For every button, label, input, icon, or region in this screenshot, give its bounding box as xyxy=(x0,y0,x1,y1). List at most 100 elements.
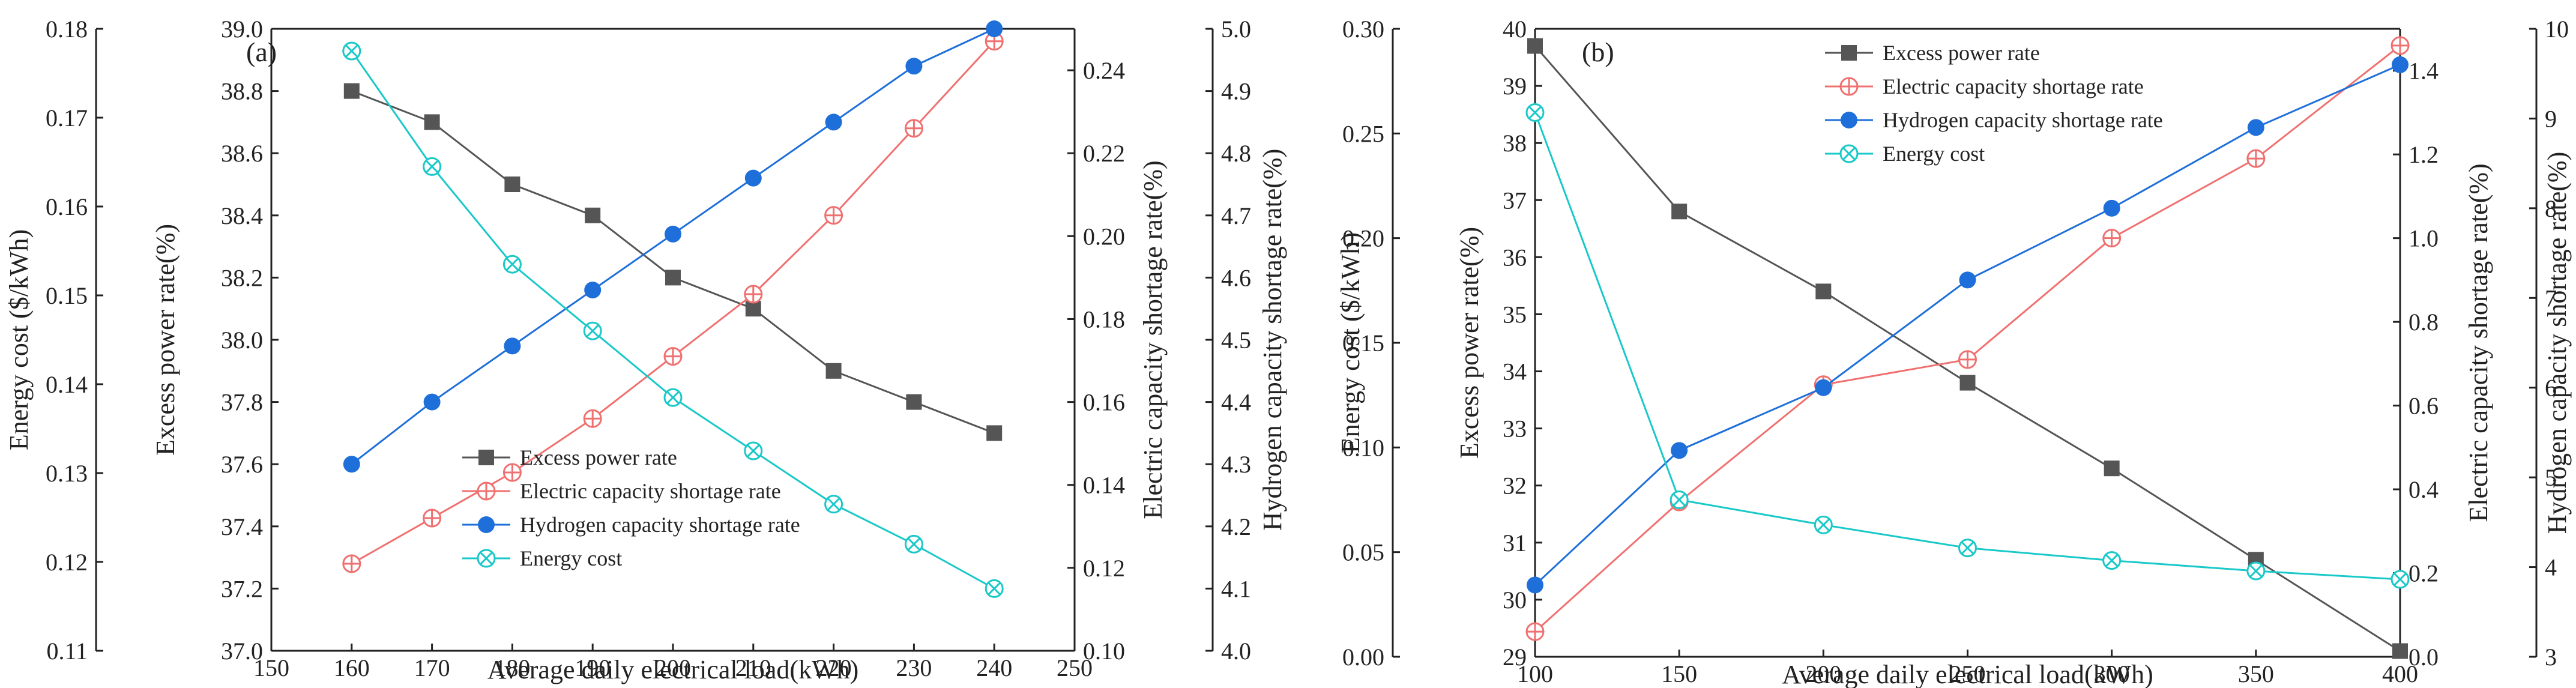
data-point xyxy=(583,409,602,428)
hydro-tick-label: 5 xyxy=(2545,464,2557,491)
excess-tick-label: 38 xyxy=(1503,130,1527,157)
hydro-tick-label: 4.4 xyxy=(1221,389,1251,416)
excess-tick-label: 37.2 xyxy=(221,575,263,602)
marker-d2 xyxy=(2249,564,2263,578)
data-point xyxy=(424,114,440,130)
data-point xyxy=(1959,271,1976,289)
data-point xyxy=(2246,561,2266,581)
marker-d2 xyxy=(2394,573,2407,586)
elec-tick-label: 0.22 xyxy=(1083,140,1125,167)
data-point xyxy=(904,534,923,554)
cost-tick-label: 0.12 xyxy=(46,549,88,576)
data-point xyxy=(2392,56,2409,73)
marker-d2 xyxy=(907,537,921,551)
legend-label: Electric capacity shortage rate xyxy=(1883,74,2144,98)
cost-tick-label: 0.14 xyxy=(46,371,88,398)
excess-tick-label: 31 xyxy=(1503,530,1527,557)
legend-marker xyxy=(477,549,496,568)
marker-d2 xyxy=(586,324,600,338)
data-point xyxy=(343,456,360,473)
data-point xyxy=(665,225,681,243)
data-point xyxy=(2102,229,2122,248)
marker-d2 xyxy=(1961,541,1974,555)
x-tick-label: 200 xyxy=(655,654,691,681)
elec-tick-label: 0.12 xyxy=(1083,555,1125,582)
elec-tick-label: 0.8 xyxy=(2409,309,2439,336)
data-point xyxy=(1958,539,1977,558)
data-point xyxy=(825,363,842,379)
data-point xyxy=(1815,283,1832,300)
data-point xyxy=(584,282,602,299)
data-point xyxy=(502,255,522,274)
data-point xyxy=(985,32,1004,51)
x-axis-title: Average daily electrical load(kWh) xyxy=(487,655,859,684)
excess-tick-label: 39 xyxy=(1503,73,1527,100)
marker-d2 xyxy=(425,160,439,174)
data-point xyxy=(2102,551,2122,570)
data-point xyxy=(744,169,762,187)
x-tick-label: 250 xyxy=(1057,654,1093,681)
marker-d2 xyxy=(1842,147,1856,160)
marker-d2 xyxy=(1673,493,1686,507)
x-tick-label: 190 xyxy=(575,654,611,681)
data-point xyxy=(986,425,1003,441)
elec-tick-label: 1.4 xyxy=(2409,58,2439,85)
legend-marker xyxy=(1841,45,1857,61)
excess-tick-label: 30 xyxy=(1503,587,1527,614)
panel-b: 100 150 200 250 300 350 400 Average daily elect… xyxy=(1336,16,2572,688)
cost-tick-label: 0.16 xyxy=(46,193,88,220)
legend-label: Excess power rate xyxy=(520,445,677,469)
data-point xyxy=(504,337,521,355)
data-point xyxy=(343,83,360,99)
series-line xyxy=(1534,45,2401,652)
data-point xyxy=(1815,379,1832,396)
elec-tick-label: 0.6 xyxy=(2409,393,2439,420)
hydro-tick-label: 4.7 xyxy=(1221,202,1251,229)
cost-tick-label: 0.30 xyxy=(1342,16,1384,43)
excess-tick-label: 38.0 xyxy=(221,327,263,354)
data-point xyxy=(585,207,601,223)
data-point xyxy=(2103,199,2120,217)
data-point xyxy=(905,58,923,75)
excess-tick-label: 38.6 xyxy=(221,140,263,167)
x-tick-label: 160 xyxy=(334,654,370,681)
x-tick-label: 250 xyxy=(1950,660,1986,687)
elec-tick-label: 0.14 xyxy=(1083,472,1125,499)
hydro-tick-label: 4.3 xyxy=(1221,451,1251,478)
data-point xyxy=(744,441,763,460)
marker-d2 xyxy=(480,552,493,565)
legend-marker xyxy=(1839,144,1859,163)
x-tick-label: 220 xyxy=(816,654,852,681)
excess-tick-label: 35 xyxy=(1503,301,1527,328)
data-point xyxy=(986,20,1003,37)
hydro-tick-label: 5.0 xyxy=(1221,16,1251,43)
data-point xyxy=(1527,576,1543,594)
hydro-tick-label: 4.8 xyxy=(1221,140,1251,167)
elec-tick-label: 0.16 xyxy=(1083,389,1125,416)
elec-tick-label: 0.20 xyxy=(1083,223,1125,250)
legend-marker xyxy=(478,450,494,465)
excess-tick-label: 32 xyxy=(1503,472,1527,499)
legend-label: Energy cost xyxy=(520,546,622,570)
data-point xyxy=(824,495,843,514)
data-point xyxy=(1525,622,1545,641)
series-line xyxy=(1534,112,2401,581)
x-axis-title: Average daily electrical load(kWh) xyxy=(1782,660,2153,688)
hydro-tick-label: 8 xyxy=(2545,195,2557,222)
data-point xyxy=(2246,149,2266,168)
elec-tick-label: 0.24 xyxy=(1083,57,1125,84)
hydro-tick-label: 3 xyxy=(2545,644,2557,671)
hydro-tick-label: 9 xyxy=(2545,105,2557,132)
legend-label: Hydrogen capacity shortage rate xyxy=(520,513,800,537)
data-point xyxy=(423,393,441,411)
hydro-tick-label: 4.6 xyxy=(1221,264,1251,291)
elec-tick-label: 1.2 xyxy=(2409,141,2439,168)
legend-label: Energy cost xyxy=(1883,142,1985,166)
data-point xyxy=(824,206,843,225)
excess-axis-title: Excess power rate(%) xyxy=(1455,227,1484,459)
data-point xyxy=(504,177,520,192)
x-tick-label: 150 xyxy=(253,654,289,681)
elec-tick-label: 1.0 xyxy=(2409,225,2439,252)
elec-tick-label: 0.18 xyxy=(1083,306,1125,333)
excess-axis-title: Excess power rate(%) xyxy=(151,224,180,456)
